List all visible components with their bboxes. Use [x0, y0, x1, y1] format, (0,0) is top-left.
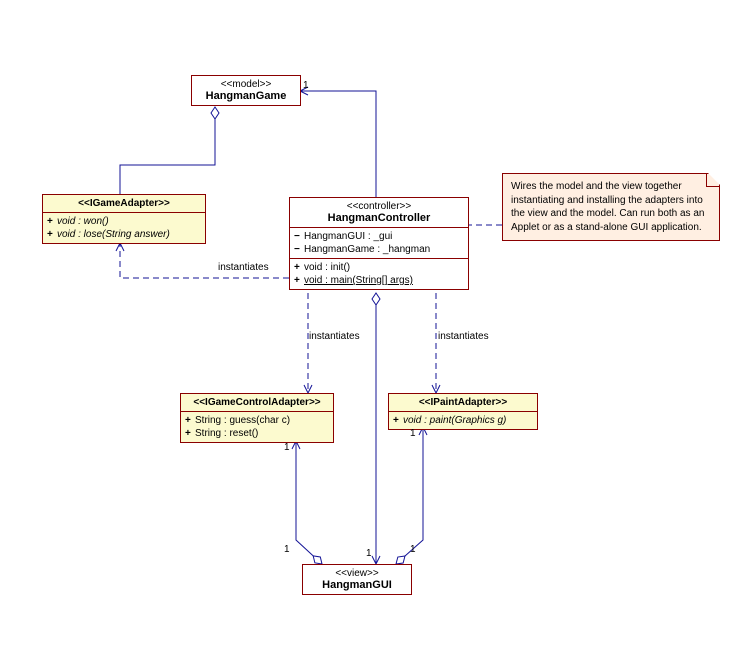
interface-igame-control-adapter: <<IGameControlAdapter>> +String : guess(…	[180, 393, 334, 443]
interface-ipaint-adapter: <<IPaintAdapter>> +void : paint(Graphics…	[388, 393, 538, 430]
label-instantiates: instantiates	[438, 331, 489, 342]
uml-edges: HangmanGame (solid, open arrow to Game r…	[0, 0, 739, 660]
multiplicity: 1	[303, 80, 309, 91]
multiplicity: 1	[410, 428, 416, 439]
label-instantiates: instantiates	[309, 331, 360, 342]
multiplicity: 1	[284, 442, 290, 453]
interface-igame-adapter: <<IGameAdapter>> +void : won() +void : l…	[42, 194, 206, 244]
label-instantiates: instantiates	[218, 262, 269, 273]
class-hangman-game: <<model>> HangmanGame	[191, 75, 301, 106]
stereotype: <<controller>>	[296, 201, 462, 212]
multiplicity: 1	[284, 544, 290, 555]
multiplicity: 1	[366, 548, 372, 559]
stereotype: <<model>>	[198, 79, 294, 90]
note-controller: Wires the model and the view together in…	[502, 173, 720, 241]
class-hangman-controller: <<controller>> HangmanController −Hangma…	[289, 197, 469, 290]
class-name: HangmanController	[296, 212, 462, 224]
stereotype: <<IGameAdapter>>	[49, 198, 199, 209]
class-hangman-gui: <<view>> HangmanGUI	[302, 564, 412, 595]
class-name: HangmanGame	[198, 90, 294, 102]
multiplicity: 1	[410, 544, 416, 555]
